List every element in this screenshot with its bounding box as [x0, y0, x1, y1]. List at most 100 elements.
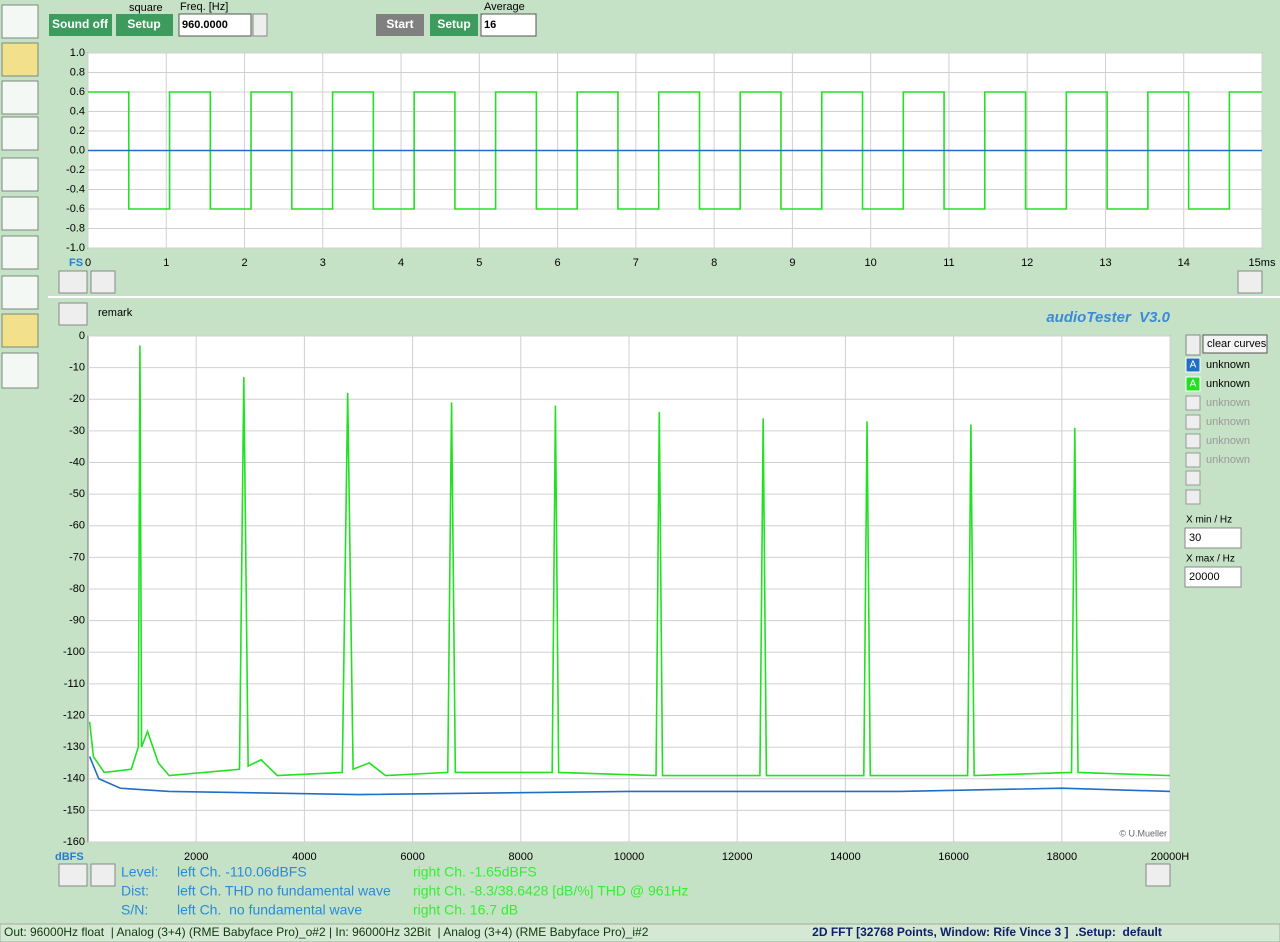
curve-toggle[interactable] — [1185, 395, 1201, 411]
y-tick-label: -0.4 — [66, 183, 85, 195]
xmax-label: X max / Hz — [1186, 554, 1235, 565]
curve-toggle[interactable] — [1185, 376, 1201, 392]
y-tick-label: -150 — [63, 804, 85, 816]
freq-spinner[interactable] — [252, 13, 268, 37]
y-tick-label: 0.6 — [70, 86, 85, 98]
label: Setup — [437, 17, 470, 31]
readout-right: right Ch. -1.65dBFS — [413, 864, 537, 880]
brand: audioTester V3.0 — [1046, 309, 1170, 326]
curve-name: unknown — [1206, 416, 1250, 428]
icon[interactable] — [1, 42, 39, 77]
y-tick-label: -30 — [69, 425, 85, 437]
curve-toggle[interactable] — [1185, 452, 1201, 468]
curve-name: unknown — [1206, 378, 1250, 390]
checkbox[interactable] — [1185, 489, 1201, 505]
x-tick-label: 8000 — [509, 851, 533, 863]
y-axis-label: dBFS — [55, 851, 84, 863]
y-tick-label: -40 — [69, 456, 85, 468]
curve — [88, 345, 1171, 777]
icon[interactable] — [1, 80, 39, 115]
freq-input[interactable] — [178, 13, 252, 37]
x-tick-label: 12000 — [722, 851, 753, 863]
scroll-control[interactable] — [90, 863, 116, 887]
scroll-control[interactable] — [58, 302, 88, 326]
icon[interactable] — [1, 4, 39, 39]
x-tick-label: 10 — [865, 257, 877, 269]
start-button[interactable]: Start — [376, 14, 424, 36]
icon[interactable] — [1, 157, 39, 192]
icon[interactable] — [1, 196, 39, 231]
y-tick-label: -90 — [69, 615, 85, 627]
curve-name: unknown — [1206, 397, 1250, 409]
status-left: Out: 96000Hz float | Analog (3+4) (RME B… — [4, 925, 649, 939]
x-tick-label: 16000 — [938, 851, 969, 863]
checkbox[interactable] — [1185, 470, 1201, 486]
y-tick-label: -0.2 — [66, 164, 85, 176]
xmax-input[interactable] — [1184, 566, 1242, 588]
label: clear curves — [1207, 338, 1267, 350]
y-tick-label: -20 — [69, 393, 85, 405]
copyright: © U.Mueller — [1119, 828, 1167, 838]
x-tick-label: 2000 — [184, 851, 208, 863]
curve-toggle[interactable] — [1185, 414, 1201, 430]
y-tick-label: -80 — [69, 583, 85, 595]
x-tick-label: 4 — [398, 257, 404, 269]
curve-toggle[interactable] — [1185, 357, 1201, 373]
x-tick-label: 3 — [320, 257, 326, 269]
y-tick-label: 1.0 — [70, 47, 85, 59]
y-tick-label: 0.8 — [70, 66, 85, 78]
setup2-button[interactable]: Setup — [430, 14, 478, 36]
label: Setup — [127, 17, 160, 31]
x-tick-label: 18000 — [1047, 851, 1078, 863]
readout-right: right Ch. 16.7 dB — [413, 902, 518, 918]
x-tick-label: 13 — [1099, 257, 1111, 269]
readout-left: left Ch. -110.06dBFS — [177, 864, 307, 880]
icon[interactable] — [1, 352, 39, 389]
scroll-control[interactable] — [90, 270, 116, 294]
x-tick-label: 9 — [789, 257, 795, 269]
x-tick-label: 12 — [1021, 257, 1033, 269]
average-label: Average — [484, 1, 525, 13]
y-tick-label: 0.0 — [70, 144, 85, 156]
signal-label: square — [129, 2, 163, 14]
x-tick-label: 2 — [241, 257, 247, 269]
y-tick-label: -140 — [63, 773, 85, 785]
average-input[interactable] — [480, 13, 537, 37]
spinner[interactable] — [1185, 334, 1201, 356]
curve-name: unknown — [1206, 435, 1250, 447]
setup-button[interactable]: Setup — [116, 14, 173, 36]
y-tick-label: -60 — [69, 520, 85, 532]
y-tick-label: 0.2 — [70, 125, 85, 137]
curve-toggle[interactable] — [1185, 433, 1201, 449]
x-tick-label: 15ms — [1249, 257, 1276, 269]
y-tick-label: -50 — [69, 488, 85, 500]
x-tick-label: 8 — [711, 257, 717, 269]
scroll-control[interactable] — [1237, 270, 1263, 294]
xmin-input[interactable] — [1184, 527, 1242, 549]
tool-icons — [1, 4, 39, 389]
scroll-control[interactable] — [58, 270, 88, 294]
x-tick-label: 6000 — [400, 851, 424, 863]
readout-left: left Ch. no fundamental wave — [177, 902, 362, 918]
scroll-control[interactable] — [58, 863, 88, 887]
curve-name: unknown — [1206, 359, 1250, 371]
clear-button[interactable]: clear curves — [1202, 334, 1268, 354]
x-tick-label: 7 — [633, 257, 639, 269]
readout-right: right Ch. -8.3/38.6428 [dB/%] THD @ 961H… — [413, 883, 688, 899]
icon[interactable] — [1, 313, 39, 348]
curve-name: unknown — [1206, 454, 1250, 466]
y-tick-label: -120 — [63, 709, 85, 721]
xmin-label: X min / Hz — [1186, 515, 1232, 526]
scroll-control[interactable] — [1145, 863, 1171, 887]
icon[interactable] — [1, 235, 39, 270]
x-tick-label: 14 — [1178, 257, 1190, 269]
status-right: 2D FFT [32768 Points, Window: Rife Vince… — [812, 925, 1162, 939]
sound-button[interactable]: Sound off — [49, 14, 112, 36]
icon[interactable] — [1, 116, 39, 151]
corner-label: FS — [69, 257, 83, 269]
y-tick-label: -130 — [63, 741, 85, 753]
icon[interactable] — [1, 275, 39, 310]
x-tick-label: 1 — [163, 257, 169, 269]
